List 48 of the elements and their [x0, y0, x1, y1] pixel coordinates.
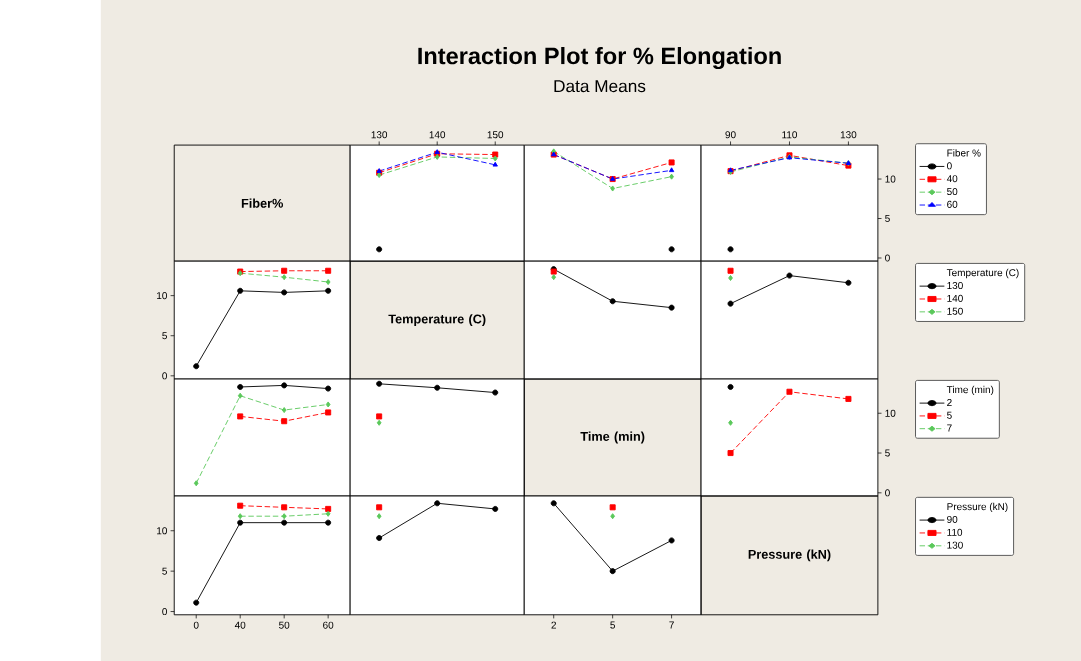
legend-label: 40: [946, 175, 958, 183]
legend-label: 7: [947, 424, 952, 432]
legend-label: 5: [947, 411, 952, 419]
x-tick-label: 110: [782, 131, 798, 139]
y-tick-label: 0: [885, 489, 890, 497]
x-tick-label: 2: [551, 621, 556, 629]
x-tick-label: 40: [234, 621, 246, 629]
y-tick-label: 0: [885, 254, 890, 262]
text: Temperature (C): [388, 314, 486, 326]
y-tick-label: 5: [162, 567, 167, 575]
x-tick-label: 60: [323, 621, 334, 629]
y-tick-label: 10: [157, 292, 167, 300]
text: Data Means: [554, 80, 646, 93]
y-tick-label: 10: [885, 175, 896, 183]
x-tick-label: 130: [371, 131, 388, 139]
legend-title: Pressure (kN): [947, 502, 1008, 513]
legend-label: 60: [947, 200, 958, 208]
legend-label: 130: [947, 541, 963, 549]
y-tick-label: 0: [162, 372, 167, 380]
legend-label: 130: [947, 281, 963, 290]
legend-title: Time (min): [946, 385, 994, 396]
x-tick-label: 5: [610, 621, 615, 629]
legend-label: 2: [947, 398, 952, 406]
legend-label: 90: [947, 515, 958, 523]
x-tick-label: 7: [669, 621, 674, 629]
text: Fiber%: [241, 198, 284, 208]
x-tick-label: 150: [487, 131, 504, 139]
legend-title: Fiber %: [947, 149, 981, 157]
legend-label: 110: [947, 528, 963, 536]
y-tick-label: 5: [885, 449, 890, 457]
legend-title: Temperature (C): [946, 268, 1019, 279]
x-tick-label: 90: [725, 131, 736, 139]
y-tick-label: 0: [162, 608, 167, 616]
x-tick-label: 0: [193, 621, 199, 629]
y-tick-label: 5: [885, 215, 890, 222]
x-tick-label: 50: [279, 621, 290, 629]
text: Pressure (kN): [748, 549, 831, 562]
legend-label: 50: [947, 188, 958, 196]
legend-label: 150: [947, 307, 963, 315]
y-tick-label: 10: [885, 409, 896, 417]
y-tick-label: 10: [157, 527, 167, 535]
text: Interaction Plot for % Elongation: [418, 46, 781, 70]
y-tick-label: 5: [162, 332, 167, 340]
legend-label: 140: [947, 294, 963, 302]
legend-label: 0: [947, 162, 952, 170]
text: Time (min): [580, 431, 645, 444]
x-tick-label: 140: [429, 131, 446, 139]
x-tick-label: 130: [840, 131, 857, 139]
